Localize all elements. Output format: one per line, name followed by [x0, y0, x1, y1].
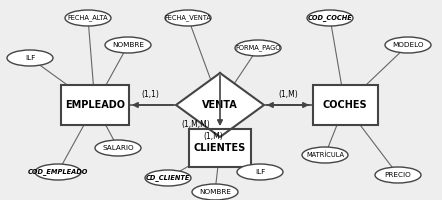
Ellipse shape: [302, 147, 348, 163]
Bar: [61, 85, 129, 125]
Text: COD_COCHE: COD_COCHE: [308, 15, 352, 21]
Text: MATRÍCULA: MATRÍCULA: [306, 152, 344, 158]
Ellipse shape: [145, 170, 191, 186]
Text: (1,1): (1,1): [141, 90, 159, 99]
Text: PRECIO: PRECIO: [385, 172, 412, 178]
Text: VENTA: VENTA: [202, 100, 238, 110]
Ellipse shape: [237, 164, 283, 180]
Ellipse shape: [35, 164, 81, 180]
Text: FECHA_VENTA: FECHA_VENTA: [164, 15, 211, 21]
Text: NOMBRE: NOMBRE: [112, 42, 144, 48]
Text: CD_CLIENTE: CD_CLIENTE: [146, 175, 190, 181]
Ellipse shape: [7, 50, 53, 66]
Text: SALARIO: SALARIO: [102, 145, 134, 151]
Bar: [189, 129, 251, 167]
Ellipse shape: [105, 37, 151, 53]
Text: (1,M,M): (1,M,M): [182, 119, 210, 129]
Ellipse shape: [375, 167, 421, 183]
Text: COCHES: COCHES: [323, 100, 367, 110]
Polygon shape: [176, 73, 264, 137]
Text: ILF: ILF: [255, 169, 265, 175]
Text: ILF: ILF: [25, 55, 35, 61]
Text: EMPLEADO: EMPLEADO: [65, 100, 125, 110]
Text: NOMBRE: NOMBRE: [199, 189, 231, 195]
Bar: [312, 85, 377, 125]
Ellipse shape: [385, 37, 431, 53]
Ellipse shape: [65, 10, 111, 26]
Ellipse shape: [192, 184, 238, 200]
Ellipse shape: [165, 10, 211, 26]
Text: FECHA_ALTA: FECHA_ALTA: [68, 15, 108, 21]
Ellipse shape: [307, 10, 353, 26]
Text: CLIENTES: CLIENTES: [194, 143, 246, 153]
Text: (1,M): (1,M): [203, 132, 223, 140]
Text: FORMA_PAGO: FORMA_PAGO: [235, 45, 281, 51]
Text: (1,M): (1,M): [278, 90, 298, 99]
Text: MODELO: MODELO: [392, 42, 424, 48]
Ellipse shape: [235, 40, 281, 56]
Ellipse shape: [95, 140, 141, 156]
Text: COD_EMPLEADO: COD_EMPLEADO: [28, 169, 88, 175]
